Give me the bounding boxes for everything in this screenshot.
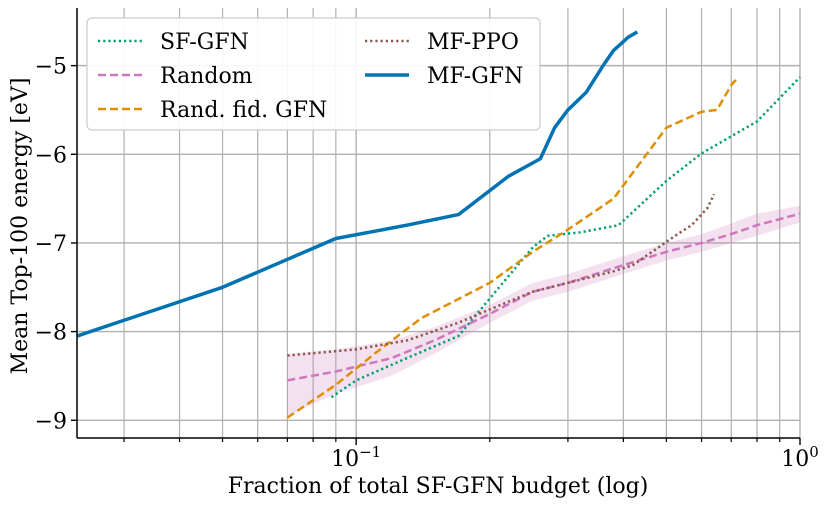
x-tick-label: 10−1 <box>331 443 381 472</box>
x-axis-label: Fraction of total SF-GFN budget (log) <box>228 474 649 499</box>
y-tick-label: −9 <box>35 409 67 434</box>
confidence-band-random <box>287 205 801 416</box>
y-axis-label: Mean Top-100 energy [eV] <box>8 78 33 375</box>
legend-label-sf-gfn: SF-GFN <box>160 30 249 55</box>
legend-box <box>86 17 541 131</box>
series-line-mf-gfn <box>76 30 639 338</box>
tick-labels: −9 −8 −7 −6 −5 10−1 100 <box>35 55 819 472</box>
series-line-random <box>287 212 801 382</box>
x-tick-label: 100 <box>781 443 819 472</box>
series-line-mf-ppo <box>287 193 716 357</box>
y-tick-label: −7 <box>35 232 67 257</box>
axes <box>71 8 801 445</box>
y-tick-label: −6 <box>35 143 67 168</box>
confidence-band-layer <box>287 205 801 416</box>
legend-label-random: Random <box>160 64 253 89</box>
y-tick-label: −8 <box>35 321 67 346</box>
legend: SF-GFN Random Rand. fid. GFN MF-PPO MF-GFN <box>86 17 541 131</box>
y-tick-label: −5 <box>35 55 67 80</box>
legend-label-mf-ppo: MF-PPO <box>427 30 519 55</box>
legend-label-mf-gfn: MF-GFN <box>427 64 523 89</box>
series-line-rand-fid-gfn <box>286 78 738 419</box>
series-layer <box>76 30 801 419</box>
legend-label-rand-fid-gfn: Rand. fid. GFN <box>160 98 327 123</box>
series-line-sf-gfn <box>330 76 801 399</box>
